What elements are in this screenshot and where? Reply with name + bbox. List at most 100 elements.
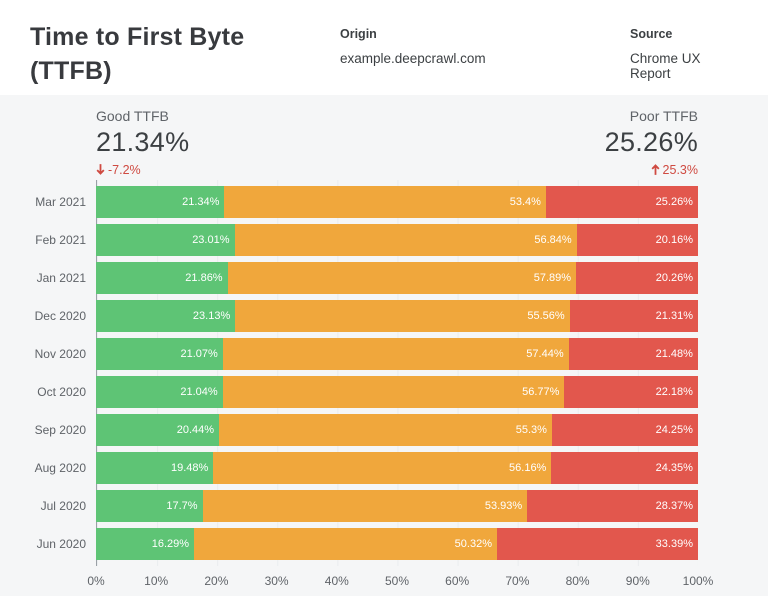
segment-label: 25.26% bbox=[655, 196, 693, 208]
segment-label: 28.37% bbox=[655, 500, 693, 512]
poor-ttfb-delta-row: 25.3% bbox=[605, 162, 698, 177]
good-segment[interactable]: 16.29% bbox=[96, 528, 195, 560]
origin-value: example.deepcrawl.com bbox=[340, 51, 486, 66]
stacked-bar: 23.01% 56.84% 20.16% bbox=[96, 224, 698, 256]
x-axis-tick: 100% bbox=[682, 574, 714, 588]
chart-row: Sep 2020 20.44% 55.3% 24.25% bbox=[0, 414, 698, 446]
segment-label: 53.4% bbox=[509, 196, 541, 208]
arrow-up-icon bbox=[651, 164, 660, 175]
row-label: Jan 2021 bbox=[36, 271, 86, 285]
poor-ttfb-value: 25.26% bbox=[604, 127, 698, 157]
poor-ttfb-label: Poor TTFB bbox=[629, 108, 698, 124]
row-label: Sep 2020 bbox=[34, 423, 86, 437]
poor-segment[interactable]: 20.26% bbox=[576, 262, 699, 294]
x-axis-tick: 90% bbox=[625, 574, 650, 588]
chart-row: Nov 2020 21.07% 57.44% 21.48% bbox=[0, 338, 698, 370]
chart-row: Oct 2020 21.04% 56.77% 22.18% bbox=[0, 376, 698, 408]
x-axis-tick: 30% bbox=[264, 574, 289, 588]
stacked-bar: 21.04% 56.77% 22.18% bbox=[96, 376, 698, 408]
x-axis-tick: 20% bbox=[204, 574, 229, 588]
average-segment[interactable]: 56.77% bbox=[222, 376, 565, 408]
x-axis-tick: 60% bbox=[445, 574, 470, 588]
segment-label: 55.3% bbox=[515, 424, 547, 436]
average-segment[interactable]: 55.3% bbox=[219, 414, 552, 446]
average-segment[interactable]: 57.44% bbox=[222, 338, 569, 370]
source-label: Source bbox=[630, 27, 673, 41]
segment-label: 21.34% bbox=[182, 196, 220, 208]
segment-label: 22.18% bbox=[655, 386, 693, 398]
segment-label: 56.84% bbox=[534, 234, 572, 246]
poor-ttfb-summary: Poor TTFB 25.26% 25.3% bbox=[605, 108, 698, 177]
average-segment[interactable]: 56.84% bbox=[234, 224, 577, 256]
chart-panel: Good TTFB 21.34% -7.2% Poor TTFB 25.26% … bbox=[0, 95, 768, 596]
segment-label: 23.01% bbox=[192, 234, 230, 246]
average-segment[interactable]: 55.56% bbox=[235, 300, 570, 332]
good-segment[interactable]: 21.34% bbox=[96, 186, 225, 218]
chart-row: Jul 2020 17.7% 53.93% 28.37% bbox=[0, 490, 698, 522]
row-label: Aug 2020 bbox=[34, 461, 86, 475]
chart-row: Mar 2021 21.34% 53.4% 25.26% bbox=[0, 186, 698, 218]
row-label: Jul 2020 bbox=[40, 499, 86, 513]
row-label: Nov 2020 bbox=[34, 347, 86, 361]
good-segment[interactable]: 23.13% bbox=[96, 300, 236, 332]
x-axis-tick: 10% bbox=[144, 574, 169, 588]
arrow-down-icon bbox=[96, 164, 105, 175]
segment-label: 24.35% bbox=[655, 462, 693, 474]
good-segment[interactable]: 21.86% bbox=[96, 262, 228, 294]
segment-label: 21.48% bbox=[655, 348, 693, 360]
segment-label: 56.77% bbox=[522, 386, 560, 398]
poor-ttfb-delta: 25.3% bbox=[662, 162, 698, 177]
good-segment[interactable]: 17.7% bbox=[96, 490, 203, 522]
row-label: Mar 2021 bbox=[35, 195, 86, 209]
stacked-bar: 21.34% 53.4% 25.26% bbox=[96, 186, 698, 218]
poor-segment[interactable]: 21.31% bbox=[569, 300, 698, 332]
segment-label: 24.25% bbox=[655, 424, 693, 436]
page-title: Time to First Byte (TTFB) bbox=[30, 23, 245, 85]
chart-row: Dec 2020 23.13% 55.56% 21.31% bbox=[0, 300, 698, 332]
good-ttfb-summary: Good TTFB 21.34% -7.2% bbox=[96, 108, 189, 177]
segment-label: 21.31% bbox=[655, 310, 693, 322]
x-axis-tick: 0% bbox=[87, 574, 105, 588]
segment-label: 20.16% bbox=[655, 234, 693, 246]
segment-label: 57.44% bbox=[526, 348, 564, 360]
poor-segment[interactable]: 21.48% bbox=[568, 338, 698, 370]
origin-block: Origin example.deepcrawl.com bbox=[340, 20, 630, 66]
average-segment[interactable]: 53.4% bbox=[224, 186, 546, 218]
source-value: Chrome UX Report bbox=[630, 51, 701, 81]
x-axis: 0% 10% 20% 30% 40% 50% 60% 70% 80% 90% 100% bbox=[87, 566, 713, 592]
stacked-bar: 21.07% 57.44% 21.48% bbox=[96, 338, 698, 370]
good-segment[interactable]: 23.01% bbox=[96, 224, 235, 256]
segment-label: 23.13% bbox=[192, 310, 231, 322]
segment-label: 17.7% bbox=[166, 500, 198, 512]
poor-segment[interactable]: 24.35% bbox=[551, 452, 698, 484]
poor-segment[interactable]: 20.16% bbox=[576, 224, 698, 256]
origin-label: Origin bbox=[340, 27, 377, 41]
average-segment[interactable]: 53.93% bbox=[202, 490, 528, 522]
segment-label: 20.26% bbox=[655, 272, 694, 284]
segment-label: 53.93% bbox=[484, 500, 523, 512]
stacked-bar: 20.44% 55.3% 24.25% bbox=[96, 414, 698, 446]
segment-label: 21.04% bbox=[180, 386, 218, 398]
average-segment[interactable]: 57.89% bbox=[227, 262, 577, 294]
good-segment[interactable]: 21.07% bbox=[96, 338, 223, 370]
good-segment[interactable]: 21.04% bbox=[96, 376, 223, 408]
chart-row: Feb 2021 23.01% 56.84% 20.16% bbox=[0, 224, 698, 256]
stacked-bar: 16.29% 50.32% 33.39% bbox=[96, 528, 698, 560]
poor-segment[interactable]: 25.26% bbox=[545, 186, 698, 218]
stacked-bar: 21.86% 57.89% 20.26% bbox=[96, 262, 699, 294]
chart-row: Aug 2020 19.48% 56.16% 24.35% bbox=[0, 452, 698, 484]
good-ttfb-value: 21.34% bbox=[96, 127, 190, 157]
x-axis-tick: 70% bbox=[505, 574, 530, 588]
average-segment[interactable]: 50.32% bbox=[194, 528, 497, 560]
poor-segment[interactable]: 33.39% bbox=[496, 528, 698, 560]
poor-segment[interactable]: 24.25% bbox=[551, 414, 698, 446]
good-ttfb-delta-row: -7.2% bbox=[96, 162, 189, 177]
good-segment[interactable]: 19.48% bbox=[96, 452, 214, 484]
average-segment[interactable]: 56.16% bbox=[213, 452, 552, 484]
poor-segment[interactable]: 22.18% bbox=[564, 376, 698, 408]
row-label: Dec 2020 bbox=[34, 309, 86, 323]
good-segment[interactable]: 20.44% bbox=[96, 414, 220, 446]
poor-segment[interactable]: 28.37% bbox=[527, 490, 698, 522]
segment-label: 16.29% bbox=[151, 538, 190, 550]
